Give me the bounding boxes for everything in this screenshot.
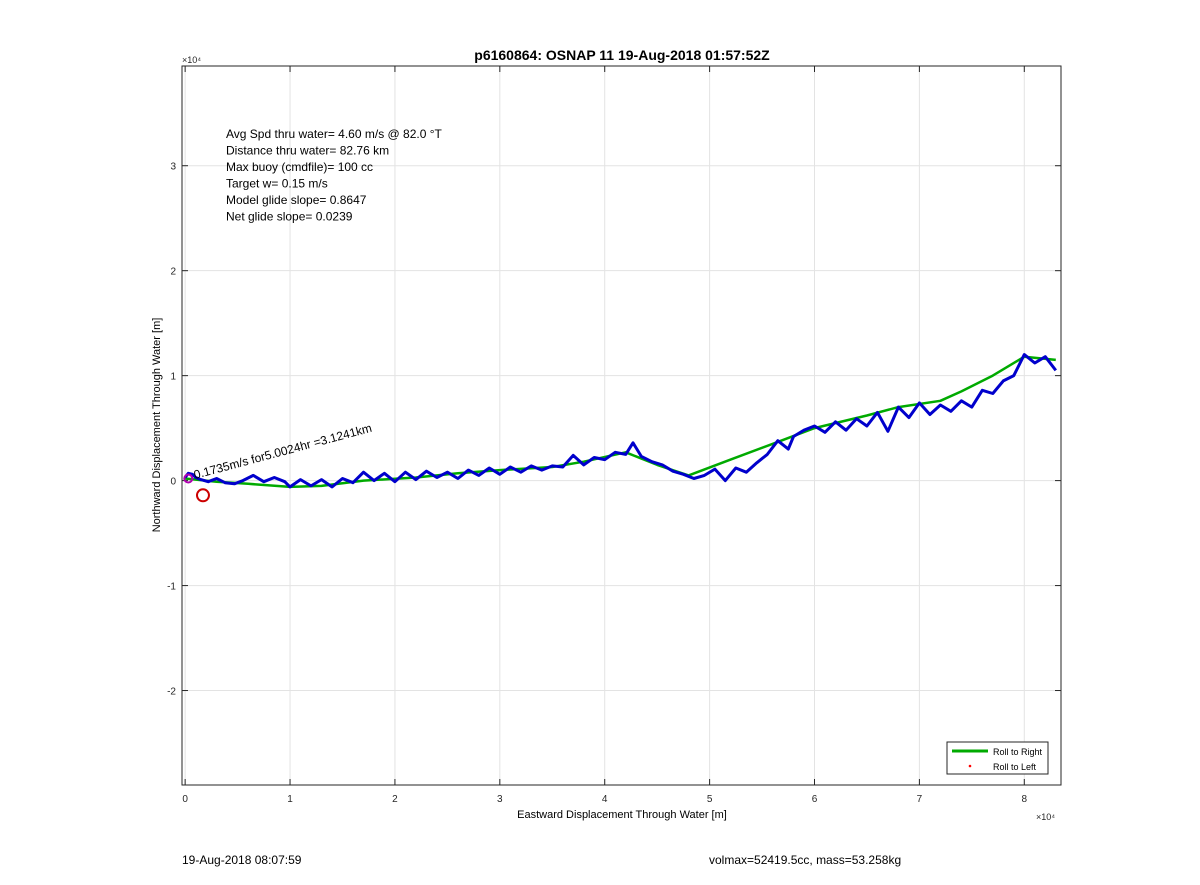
legend: Roll to Right Roll to Left [946,741,1049,775]
y-tick-label: -2 [167,687,176,698]
x-tick-label: 4 [602,794,608,805]
x-tick-label: 1 [287,794,293,805]
y-tick-label: 3 [170,162,176,173]
data-series [183,353,1057,503]
footer-timestamp: 19-Aug-2018 08:07:59 [182,853,302,867]
legend-box [946,741,1049,775]
info-line: Net glide slope= 0.0239 [226,210,353,224]
x-tick-label: 0 [182,794,188,805]
y-axis-exponent: ×10⁴ [182,55,201,65]
footer-volmax-mass: volmax=52419.5cc, mass=53.258kg [709,853,902,867]
info-line: Model glide slope= 0.8647 [226,193,367,207]
x-tick-label: 8 [1022,794,1028,805]
x-tick-label: 7 [917,794,923,805]
y-tick-label: -1 [167,582,176,593]
current-annotation: 0.1735m/s for5.0024hr =3.1241km [192,421,373,482]
y-tick-label: 2 [170,267,176,278]
x-tick-label: 3 [497,794,503,805]
x-tick-label: 6 [812,794,818,805]
y-tick-label: 0 [170,477,176,488]
info-line: Distance thru water= 82.76 km [226,144,389,158]
legend-swatch-roll-left [968,764,972,768]
series-track [183,353,1057,489]
x-axis-label: Eastward Displacement Through Water [m] [517,809,727,821]
chart-title: p6160864: OSNAP 11 19-Aug-2018 01:57:52Z [474,47,770,63]
info-line: Target w= 0.15 m/s [226,177,328,191]
info-annotation: Avg Spd thru water= 4.60 m/s @ 82.0 °T Di… [226,127,443,224]
grid-lines [182,66,1061,785]
plot-area [181,65,1062,786]
y-axis-label: Northward Displacement Through Water [m] [151,318,163,533]
x-tick-label: 2 [392,794,398,805]
info-line: Max buoy (cmdfile)= 100 cc [226,160,373,174]
series-roll-to-right [184,355,1056,489]
y-tick-label: 1 [170,372,176,383]
legend-label-roll-left: Roll to Left [993,762,1037,772]
surface-marker [195,488,210,503]
info-line: Avg Spd thru water= 4.60 m/s @ 82.0 °T [226,127,443,141]
legend-label-roll-right: Roll to Right [993,747,1043,757]
x-axis-exponent: ×10⁴ [1036,812,1055,822]
x-tick-label: 5 [707,794,713,805]
start-marker [183,473,194,484]
axis-ticks: 0 1 2 3 4 5 6 7 8 -2 -1 0 1 2 3 [167,66,1061,805]
